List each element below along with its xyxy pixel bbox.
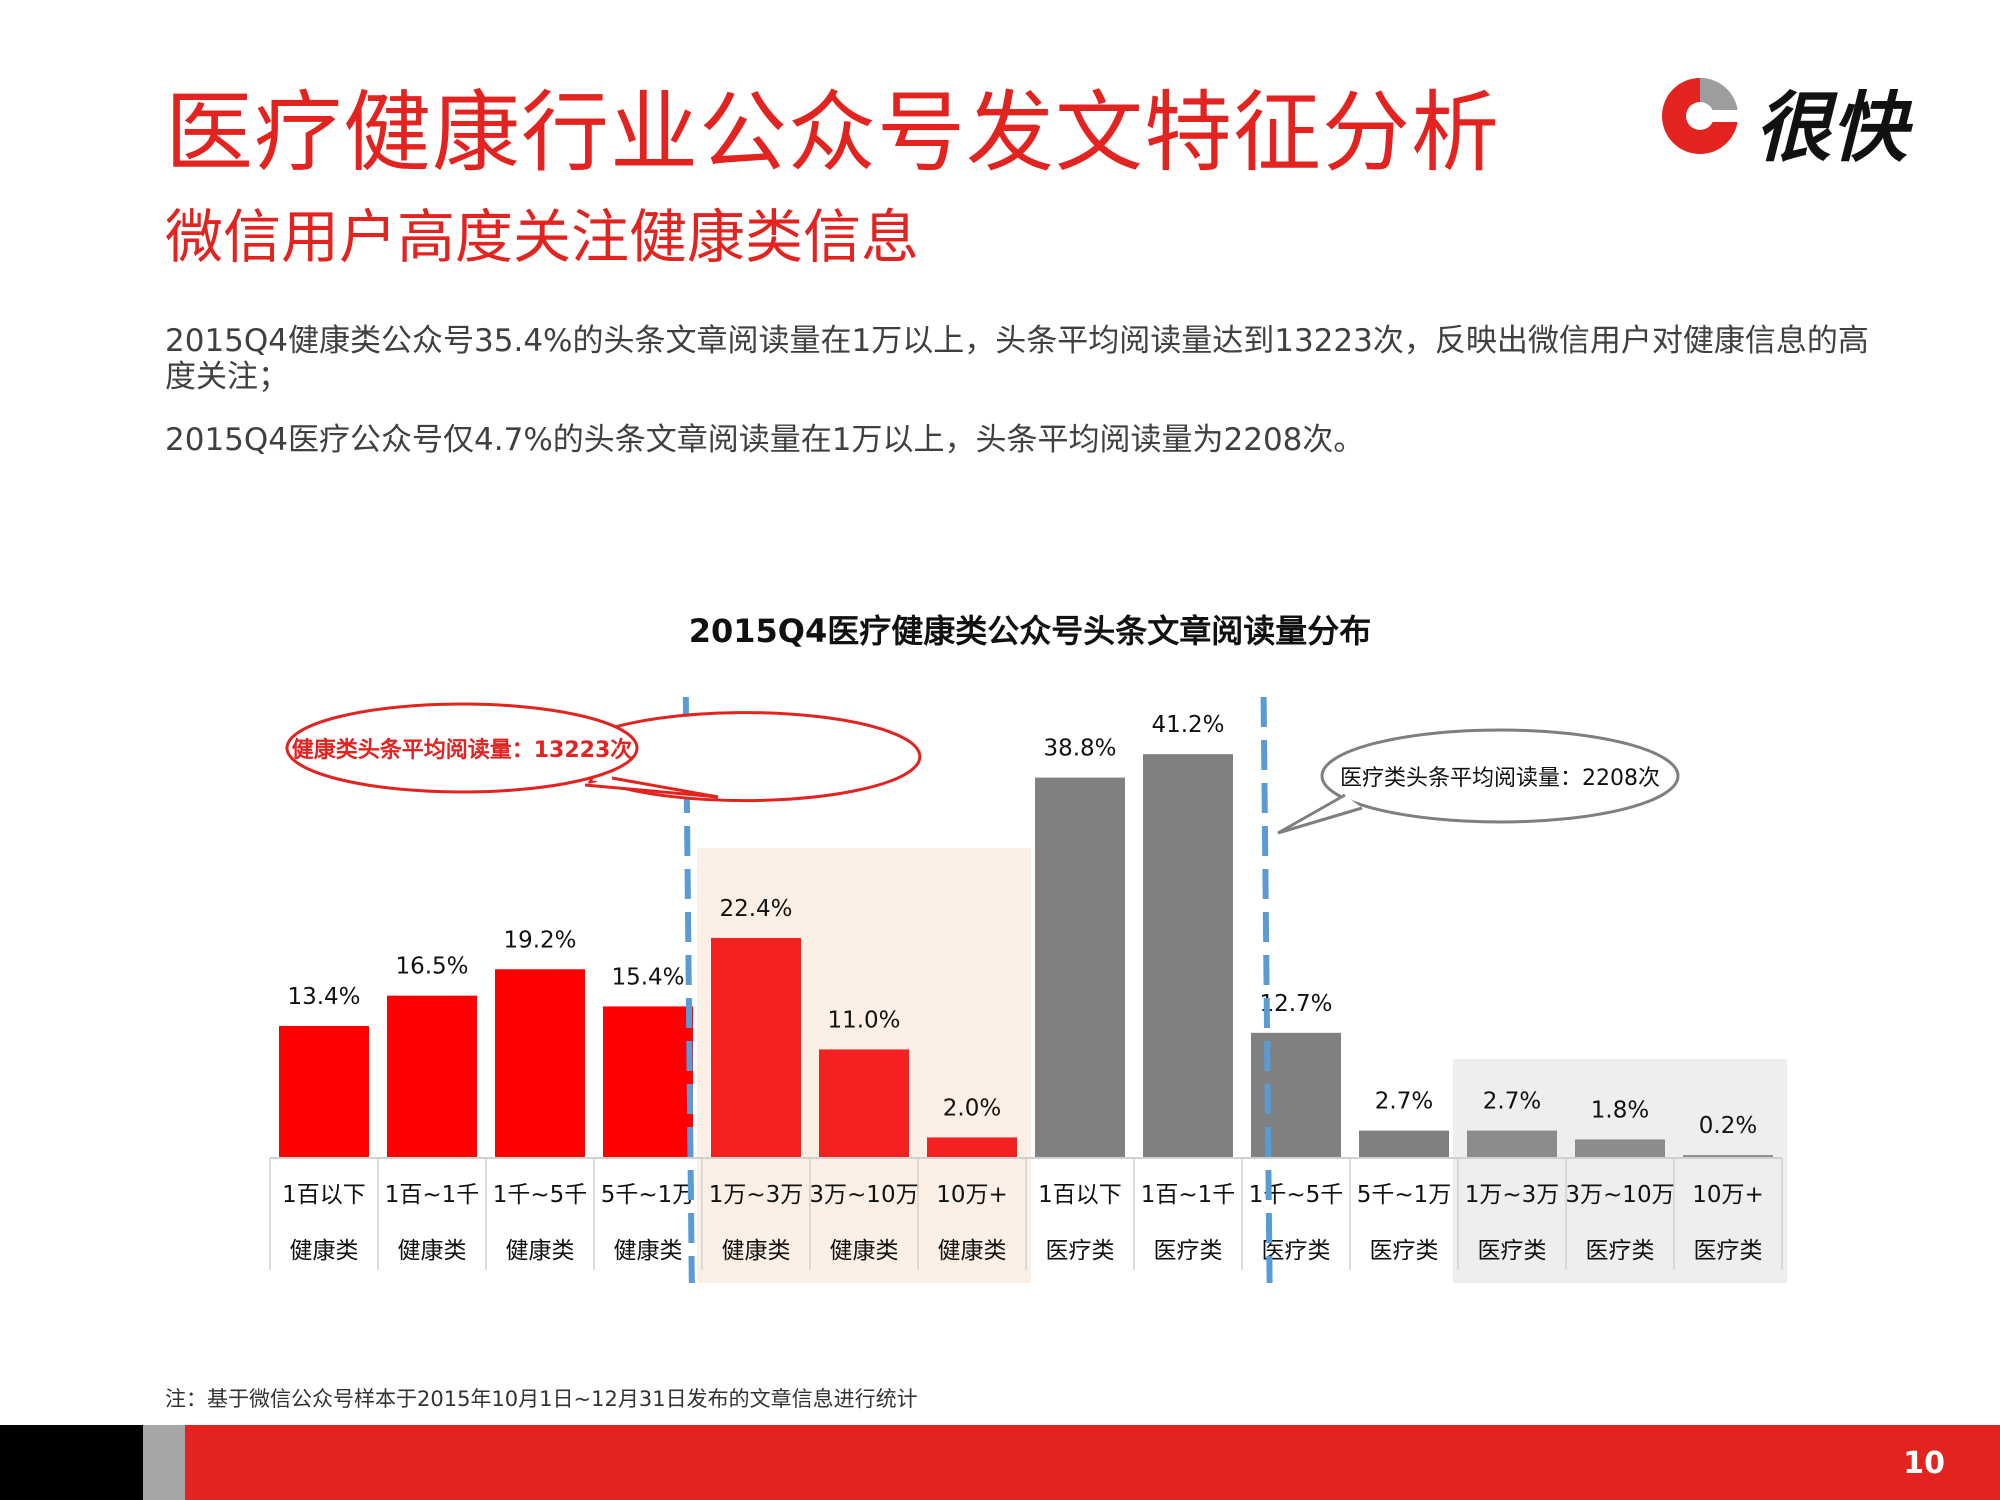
category-range-label: 1百以下 [1038, 1182, 1122, 1208]
bar [1359, 1130, 1449, 1157]
category-range-label: 1千~5千 [493, 1182, 588, 1208]
category-group-label: 健康类 [290, 1238, 359, 1264]
callout-text: 健康类头条平均阅读量：13223次 [292, 737, 633, 763]
category-group-label: 健康类 [830, 1238, 899, 1264]
category-group-label: 医疗类 [1154, 1238, 1223, 1264]
category-group-label: 医疗类 [1694, 1238, 1763, 1264]
category-group-label: 健康类 [398, 1238, 467, 1264]
footnote: 注：基于微信公众号样本于2015年10月1日~12月31日发布的文章信息进行统计 [165, 1387, 918, 1411]
data-label: 1.8% [1591, 1097, 1649, 1123]
category-group-label: 健康类 [722, 1238, 791, 1264]
data-label: 38.8% [1043, 736, 1116, 762]
logo-text: 很快 [1755, 83, 1907, 172]
category-range-label: 1百以下 [282, 1182, 366, 1208]
bar [1143, 754, 1233, 1157]
category-range-label: 10万+ [1692, 1182, 1764, 1208]
category-group-label: 健康类 [506, 1238, 575, 1264]
category-group-label: 医疗类 [1262, 1238, 1331, 1264]
callout-text: 医疗类头条平均阅读量：2208次 [1340, 766, 1660, 791]
bar [279, 1025, 369, 1157]
data-label: 16.5% [395, 954, 468, 980]
callout-bubble [1320, 728, 1680, 824]
page-title: 医疗健康行业公众号发文特征分析 [165, 81, 1501, 184]
footer-bar [0, 1425, 2000, 1500]
average-line [1260, 696, 1273, 1284]
chart-title: 2015Q4医疗健康类公众号头条文章阅读量分布 [688, 612, 1372, 650]
highlight-panel [1453, 1059, 1787, 1283]
category-group-label: 医疗类 [1370, 1238, 1439, 1264]
data-label: 13.4% [287, 984, 360, 1010]
bar [927, 1137, 1017, 1157]
category-group-label: 医疗类 [1046, 1238, 1115, 1264]
data-label: 41.2% [1151, 712, 1224, 738]
callout-bubble [285, 702, 639, 794]
data-label: 2.0% [943, 1095, 1001, 1121]
callout-pointer [584, 776, 719, 799]
data-label: 22.4% [719, 896, 792, 922]
data-label: 2.7% [1375, 1089, 1433, 1115]
footer-grey-block [143, 1425, 185, 1500]
category-range-label: 1千~5千 [1249, 1182, 1344, 1208]
bar [1467, 1130, 1557, 1157]
bar [387, 995, 477, 1157]
page-number: 10 [1903, 1446, 1945, 1481]
page-subtitle: 微信用户高度关注健康类信息 [165, 203, 920, 271]
category-range-label: 5千~1万 [601, 1182, 696, 1208]
category-group-label: 医疗类 [1586, 1238, 1655, 1264]
bar [1683, 1155, 1773, 1157]
circle-logo-icon [1662, 78, 1742, 154]
category-range-label: 1万~3万 [709, 1182, 804, 1208]
data-label: 2.7% [1483, 1089, 1541, 1115]
bar [1575, 1139, 1665, 1157]
data-label: 15.4% [611, 964, 684, 990]
category-range-label: 3万~10万 [1565, 1182, 1674, 1208]
category-range-label: 3万~10万 [809, 1182, 918, 1208]
category-range-label: 5千~1万 [1357, 1182, 1452, 1208]
bar [495, 969, 585, 1157]
bar [603, 1006, 693, 1157]
bar [819, 1049, 909, 1157]
data-label: 12.7% [1259, 991, 1332, 1017]
bar [711, 937, 801, 1157]
category-range-label: 1百~1千 [385, 1182, 480, 1208]
summary-paragraph-2: 2015Q4医疗公众号仅4.7%的头条文章阅读量在1万以上，头条平均阅读量为22… [165, 422, 1365, 458]
category-range-label: 1万~3万 [1465, 1182, 1560, 1208]
bar [1035, 777, 1125, 1157]
category-group-label: 医疗类 [1478, 1238, 1547, 1264]
category-group-label: 健康类 [938, 1238, 1007, 1264]
footer-black-block [0, 1425, 143, 1500]
data-label: 19.2% [503, 927, 576, 953]
callout-pointer [1277, 793, 1363, 835]
data-label: 0.2% [1699, 1113, 1757, 1139]
data-label: 11.0% [827, 1007, 900, 1033]
category-group-label: 健康类 [614, 1238, 683, 1264]
summary-paragraph-1: 2015Q4健康类公众号35.4%的头条文章阅读量在1万以上，头条平均阅读量达到… [165, 323, 1869, 395]
category-range-label: 1百~1千 [1141, 1182, 1236, 1208]
category-range-label: 10万+ [936, 1182, 1008, 1208]
